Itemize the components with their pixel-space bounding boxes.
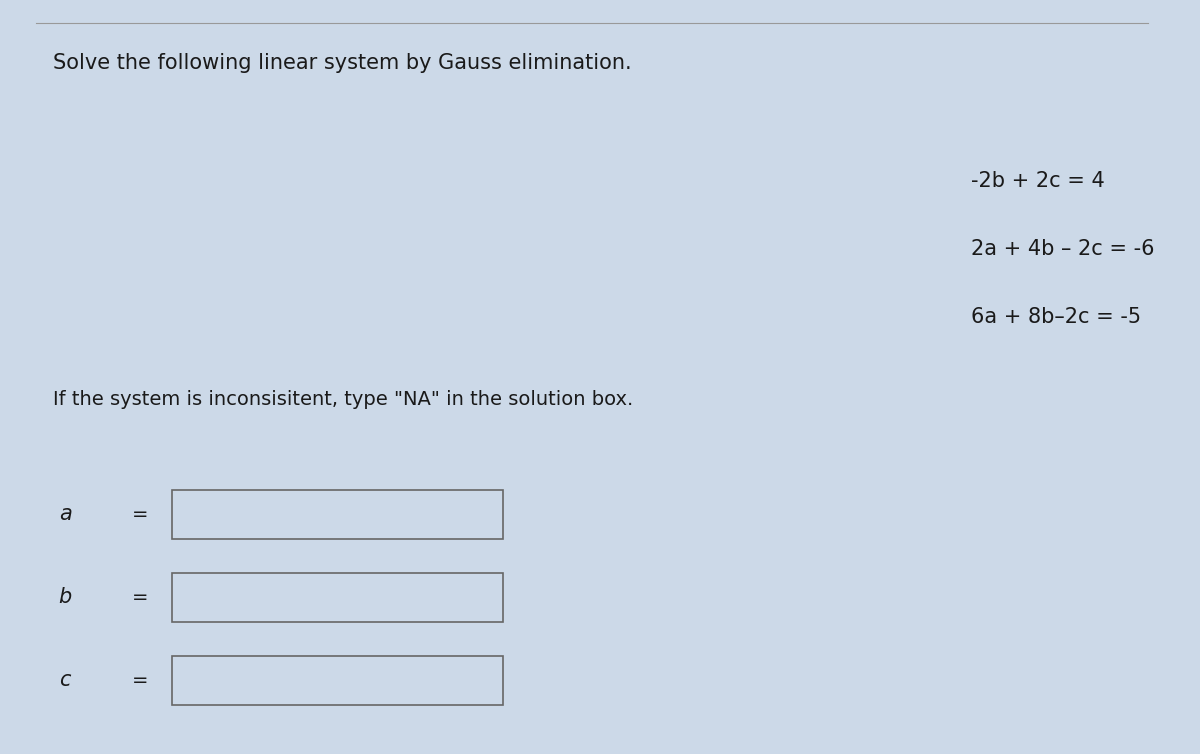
Text: =: =: [132, 504, 148, 524]
FancyBboxPatch shape: [172, 573, 503, 622]
Text: -2b + 2c = 4: -2b + 2c = 4: [971, 171, 1104, 191]
FancyBboxPatch shape: [172, 656, 503, 705]
FancyBboxPatch shape: [172, 490, 503, 539]
Text: 2a + 4b – 2c = -6: 2a + 4b – 2c = -6: [971, 239, 1154, 259]
Text: If the system is inconsisitent, type "NA" in the solution box.: If the system is inconsisitent, type "NA…: [53, 390, 634, 409]
Text: a: a: [59, 504, 72, 524]
Text: =: =: [132, 587, 148, 607]
Text: c: c: [59, 670, 71, 690]
Text: b: b: [59, 587, 72, 607]
Text: =: =: [132, 670, 148, 690]
Text: 6a + 8b–2c = -5: 6a + 8b–2c = -5: [971, 307, 1141, 326]
Text: Solve the following linear system by Gauss elimination.: Solve the following linear system by Gau…: [53, 53, 632, 73]
